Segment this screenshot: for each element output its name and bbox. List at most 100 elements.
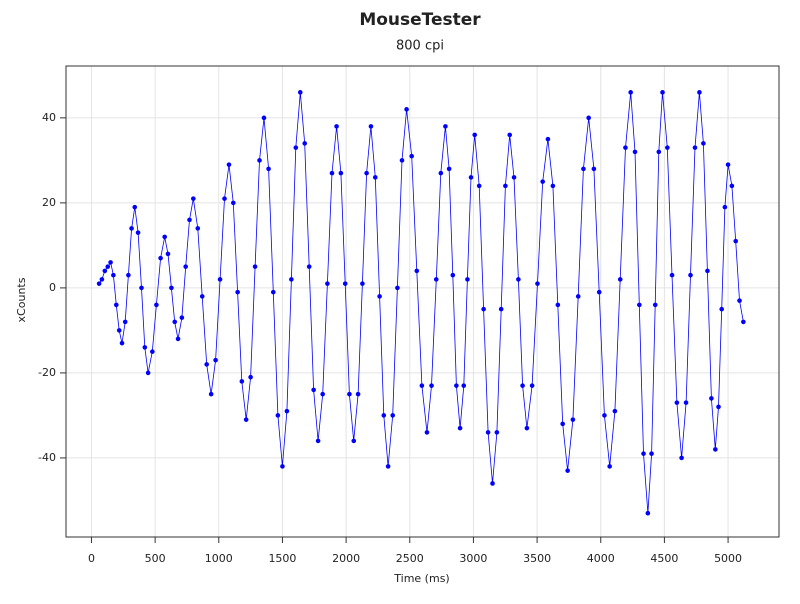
data-point xyxy=(669,272,675,278)
data-point xyxy=(102,268,108,274)
data-point xyxy=(429,383,434,388)
y-tick-label: 40 xyxy=(42,111,56,124)
data-point xyxy=(96,281,102,286)
data-point xyxy=(297,90,303,95)
data-point xyxy=(175,336,181,342)
data-point xyxy=(516,277,521,282)
data-point xyxy=(99,277,105,282)
x-tick-label: 3000 xyxy=(459,552,487,565)
data-point xyxy=(660,90,665,95)
data-point xyxy=(239,379,245,384)
data-point xyxy=(540,179,545,184)
data-point xyxy=(108,260,113,265)
data-point xyxy=(591,166,597,172)
data-point xyxy=(457,425,463,431)
x-axis-label: Time (ms) xyxy=(393,572,449,585)
data-point xyxy=(381,413,387,418)
plot-frame xyxy=(65,65,780,538)
data-point xyxy=(438,170,444,176)
data-point xyxy=(446,166,452,172)
data-point xyxy=(162,234,167,240)
data-point xyxy=(465,277,470,282)
data-point xyxy=(729,183,735,189)
data-point xyxy=(433,277,439,282)
data-point xyxy=(150,349,155,354)
data-point xyxy=(424,430,430,435)
data-point xyxy=(142,345,148,350)
data-point xyxy=(385,464,391,469)
x-tick-label: 1000 xyxy=(205,552,233,565)
x-tick-label: 2000 xyxy=(332,552,360,565)
data-point xyxy=(674,400,680,405)
series-line xyxy=(98,92,744,514)
data-point xyxy=(351,438,357,444)
data-point xyxy=(195,226,201,231)
data-point xyxy=(628,90,633,95)
data-point xyxy=(560,421,565,427)
data-point xyxy=(450,272,456,278)
data-point xyxy=(719,306,725,312)
data-point xyxy=(607,464,612,469)
data-point xyxy=(122,319,128,325)
data-point xyxy=(602,413,607,418)
data-point xyxy=(713,447,718,452)
data-point xyxy=(419,383,425,388)
data-point xyxy=(129,226,134,231)
data-point xyxy=(248,374,253,380)
data-point xyxy=(306,264,312,269)
data-point xyxy=(399,158,405,163)
data-point xyxy=(360,281,365,286)
data-point xyxy=(320,391,325,397)
data-point xyxy=(257,158,262,163)
data-point xyxy=(355,391,361,397)
x-tick-label: 5000 xyxy=(714,552,742,565)
data-point xyxy=(231,200,236,206)
data-point xyxy=(116,328,122,333)
data-point xyxy=(485,430,491,435)
data-point xyxy=(172,319,178,325)
data-point xyxy=(289,277,294,282)
data-point xyxy=(476,183,482,189)
data-point xyxy=(545,136,551,142)
data-point xyxy=(347,391,352,397)
data-point xyxy=(342,281,348,286)
data-point xyxy=(284,408,290,414)
data-point xyxy=(275,413,281,418)
data-point xyxy=(368,124,374,129)
data-point xyxy=(612,408,618,414)
data-point xyxy=(235,289,240,295)
data-point xyxy=(414,268,420,274)
x-tick-label: 4500 xyxy=(650,552,678,565)
data-point xyxy=(325,281,330,286)
data-point xyxy=(329,170,335,176)
data-point xyxy=(535,281,540,286)
data-point xyxy=(632,149,638,155)
data-point xyxy=(280,464,285,469)
x-tick-label: 1500 xyxy=(268,552,296,565)
data-point xyxy=(293,145,299,150)
data-point xyxy=(709,396,714,401)
data-point xyxy=(226,162,232,167)
data-point xyxy=(641,451,646,456)
data-point xyxy=(395,285,400,291)
data-point xyxy=(334,124,339,129)
data-point xyxy=(158,255,163,261)
y-tick-label: 20 xyxy=(42,196,56,209)
data-point xyxy=(266,166,271,172)
data-point xyxy=(481,306,486,312)
data-point xyxy=(145,370,151,376)
data-point xyxy=(169,285,174,291)
data-point xyxy=(575,294,581,299)
data-point xyxy=(725,162,731,167)
data-point xyxy=(390,413,396,418)
data-point xyxy=(679,455,684,461)
data-point xyxy=(213,357,218,363)
data-point xyxy=(498,306,504,312)
chart-subtitle: 800 cpi xyxy=(396,39,444,54)
data-point xyxy=(683,400,689,405)
data-point xyxy=(741,319,746,325)
data-point xyxy=(261,115,267,121)
x-tick-label: 2500 xyxy=(396,552,424,565)
data-point xyxy=(372,175,378,180)
